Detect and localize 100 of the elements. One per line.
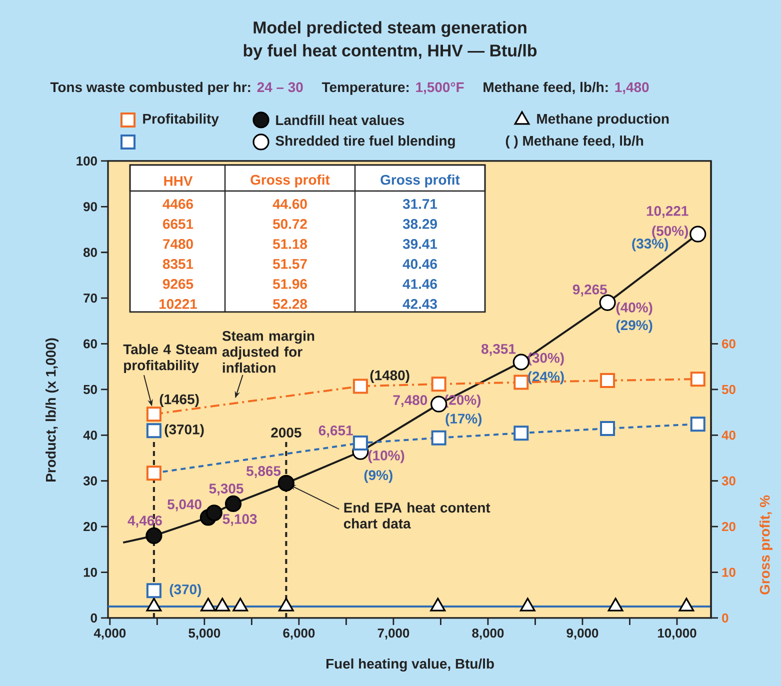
annotation: (1480) <box>370 370 410 383</box>
annotation: HHV <box>164 176 193 186</box>
point <box>352 436 368 450</box>
annotation: 5,040 <box>168 499 202 512</box>
annotation: 40.46 <box>402 259 437 269</box>
annotation: 7,480 <box>393 395 428 408</box>
y-tick-label: 70 <box>84 293 97 303</box>
annotation: (33%) <box>632 238 668 252</box>
annotation: (29%) <box>616 320 652 333</box>
text: Tons waste combusted per hr: <box>50 82 250 95</box>
x-tick-label: 4,000 <box>94 628 126 640</box>
annotation: 31.71 <box>402 199 438 209</box>
point <box>146 466 162 481</box>
annotation: 9265 <box>162 279 194 289</box>
point <box>431 376 446 392</box>
point <box>678 598 694 612</box>
y-tick-label: 0 <box>90 613 97 623</box>
annotation: (40%) <box>616 302 652 316</box>
point <box>146 423 162 438</box>
y-tick-label: 30 <box>83 476 97 486</box>
point <box>146 598 162 612</box>
point <box>600 421 616 436</box>
y2-tick-label: 0 <box>722 613 728 623</box>
annotation: (10%) <box>368 450 404 464</box>
annotation: 7480 <box>163 239 193 249</box>
annotation: 42.43 <box>402 299 437 309</box>
point <box>690 372 706 387</box>
annotation: 52.28 <box>272 299 308 309</box>
legend-label: Landfill heat values <box>276 114 404 126</box>
x-tick-label: 8,000 <box>472 628 504 640</box>
point <box>352 378 368 394</box>
point <box>520 598 536 612</box>
annotation: 51.18 <box>272 239 308 249</box>
x-tick-label: 9,000 <box>566 628 598 640</box>
text: 1,480 <box>615 82 649 94</box>
annotation: End EPA heat content chart data <box>344 502 490 529</box>
y-tick-label: 40 <box>83 430 97 440</box>
annotation: 4466 <box>162 199 194 209</box>
annotation: Table 4 Steam profitability <box>123 344 217 373</box>
annotation: 51.96 <box>272 279 307 289</box>
y2-tick-label: 40 <box>722 430 736 440</box>
text: ( ) Methane feed, lb/h <box>506 135 644 148</box>
x-axis-title: Fuel heating value, Btu/lb <box>326 658 494 672</box>
y-tick-label: 20 <box>84 522 97 532</box>
annotation: Gross profit <box>250 174 330 188</box>
annotation: 5,305 <box>209 484 244 496</box>
y-tick-label: 90 <box>84 202 97 212</box>
point <box>600 373 616 388</box>
x-tick-label: 6,000 <box>283 628 315 640</box>
annotation: 10,221 <box>646 206 688 218</box>
point <box>146 406 162 422</box>
y-axis-title: Product, lb/h (x 1,000) <box>46 338 59 482</box>
annotation: 6651 <box>163 219 194 229</box>
point <box>431 430 446 446</box>
annotation: 10221 <box>159 299 198 309</box>
y2-tick-label: 30 <box>722 476 736 486</box>
y-tick-label: 60 <box>84 339 97 348</box>
point <box>206 504 222 522</box>
annotation: 6,651 <box>318 426 353 438</box>
text: 1,500°F <box>416 82 464 94</box>
point <box>430 598 446 612</box>
annotation: (3701) <box>164 424 204 438</box>
chart-subtitle: by fuel heat contentm, HHV — Btu/lb <box>244 44 537 60</box>
annotation: (17%) <box>446 413 482 426</box>
point <box>608 598 624 612</box>
x-tick-label: 5,000 <box>188 628 220 640</box>
legend-label: Methane production <box>537 113 669 126</box>
annotation: 38.29 <box>402 219 437 229</box>
y2-tick-label: 50 <box>722 384 736 394</box>
y2-tick-label: 10 <box>722 568 736 577</box>
y2-axis-title: Gross profit, % <box>760 495 772 594</box>
annotation: (370) <box>170 584 202 598</box>
annotation: 41.46 <box>402 279 437 289</box>
point <box>514 374 529 390</box>
annotation: 4,466 <box>128 516 162 528</box>
y-tick-label: 50 <box>83 384 97 394</box>
text: Temperature: <box>322 82 409 95</box>
annotation: 2005 <box>271 428 302 438</box>
y-tick-label: 80 <box>83 248 97 257</box>
annotation: 39.41 <box>402 239 438 249</box>
point <box>690 416 706 432</box>
point <box>232 598 248 612</box>
point <box>224 495 242 512</box>
annotation: 5,865 <box>246 466 281 478</box>
annotation: 44.60 <box>272 199 307 209</box>
chart-title: Model predicted steam generation <box>254 21 526 37</box>
annotation: (50%) <box>652 226 688 239</box>
point <box>514 426 529 441</box>
annotation: (1465) <box>160 394 199 407</box>
annotation: 9,265 <box>572 284 607 296</box>
y2-tick-label: 60 <box>722 339 736 348</box>
y2-tick-label: 20 <box>722 522 736 532</box>
y-tick-label: 10 <box>84 568 97 577</box>
legend-label: Profitability <box>143 113 219 126</box>
point <box>200 598 216 612</box>
point <box>690 226 706 242</box>
point <box>146 527 162 544</box>
annotation: Gross profit <box>380 174 460 188</box>
text: Methane feed, lb/h: <box>484 82 608 94</box>
annotation: 51.57 <box>272 259 307 269</box>
